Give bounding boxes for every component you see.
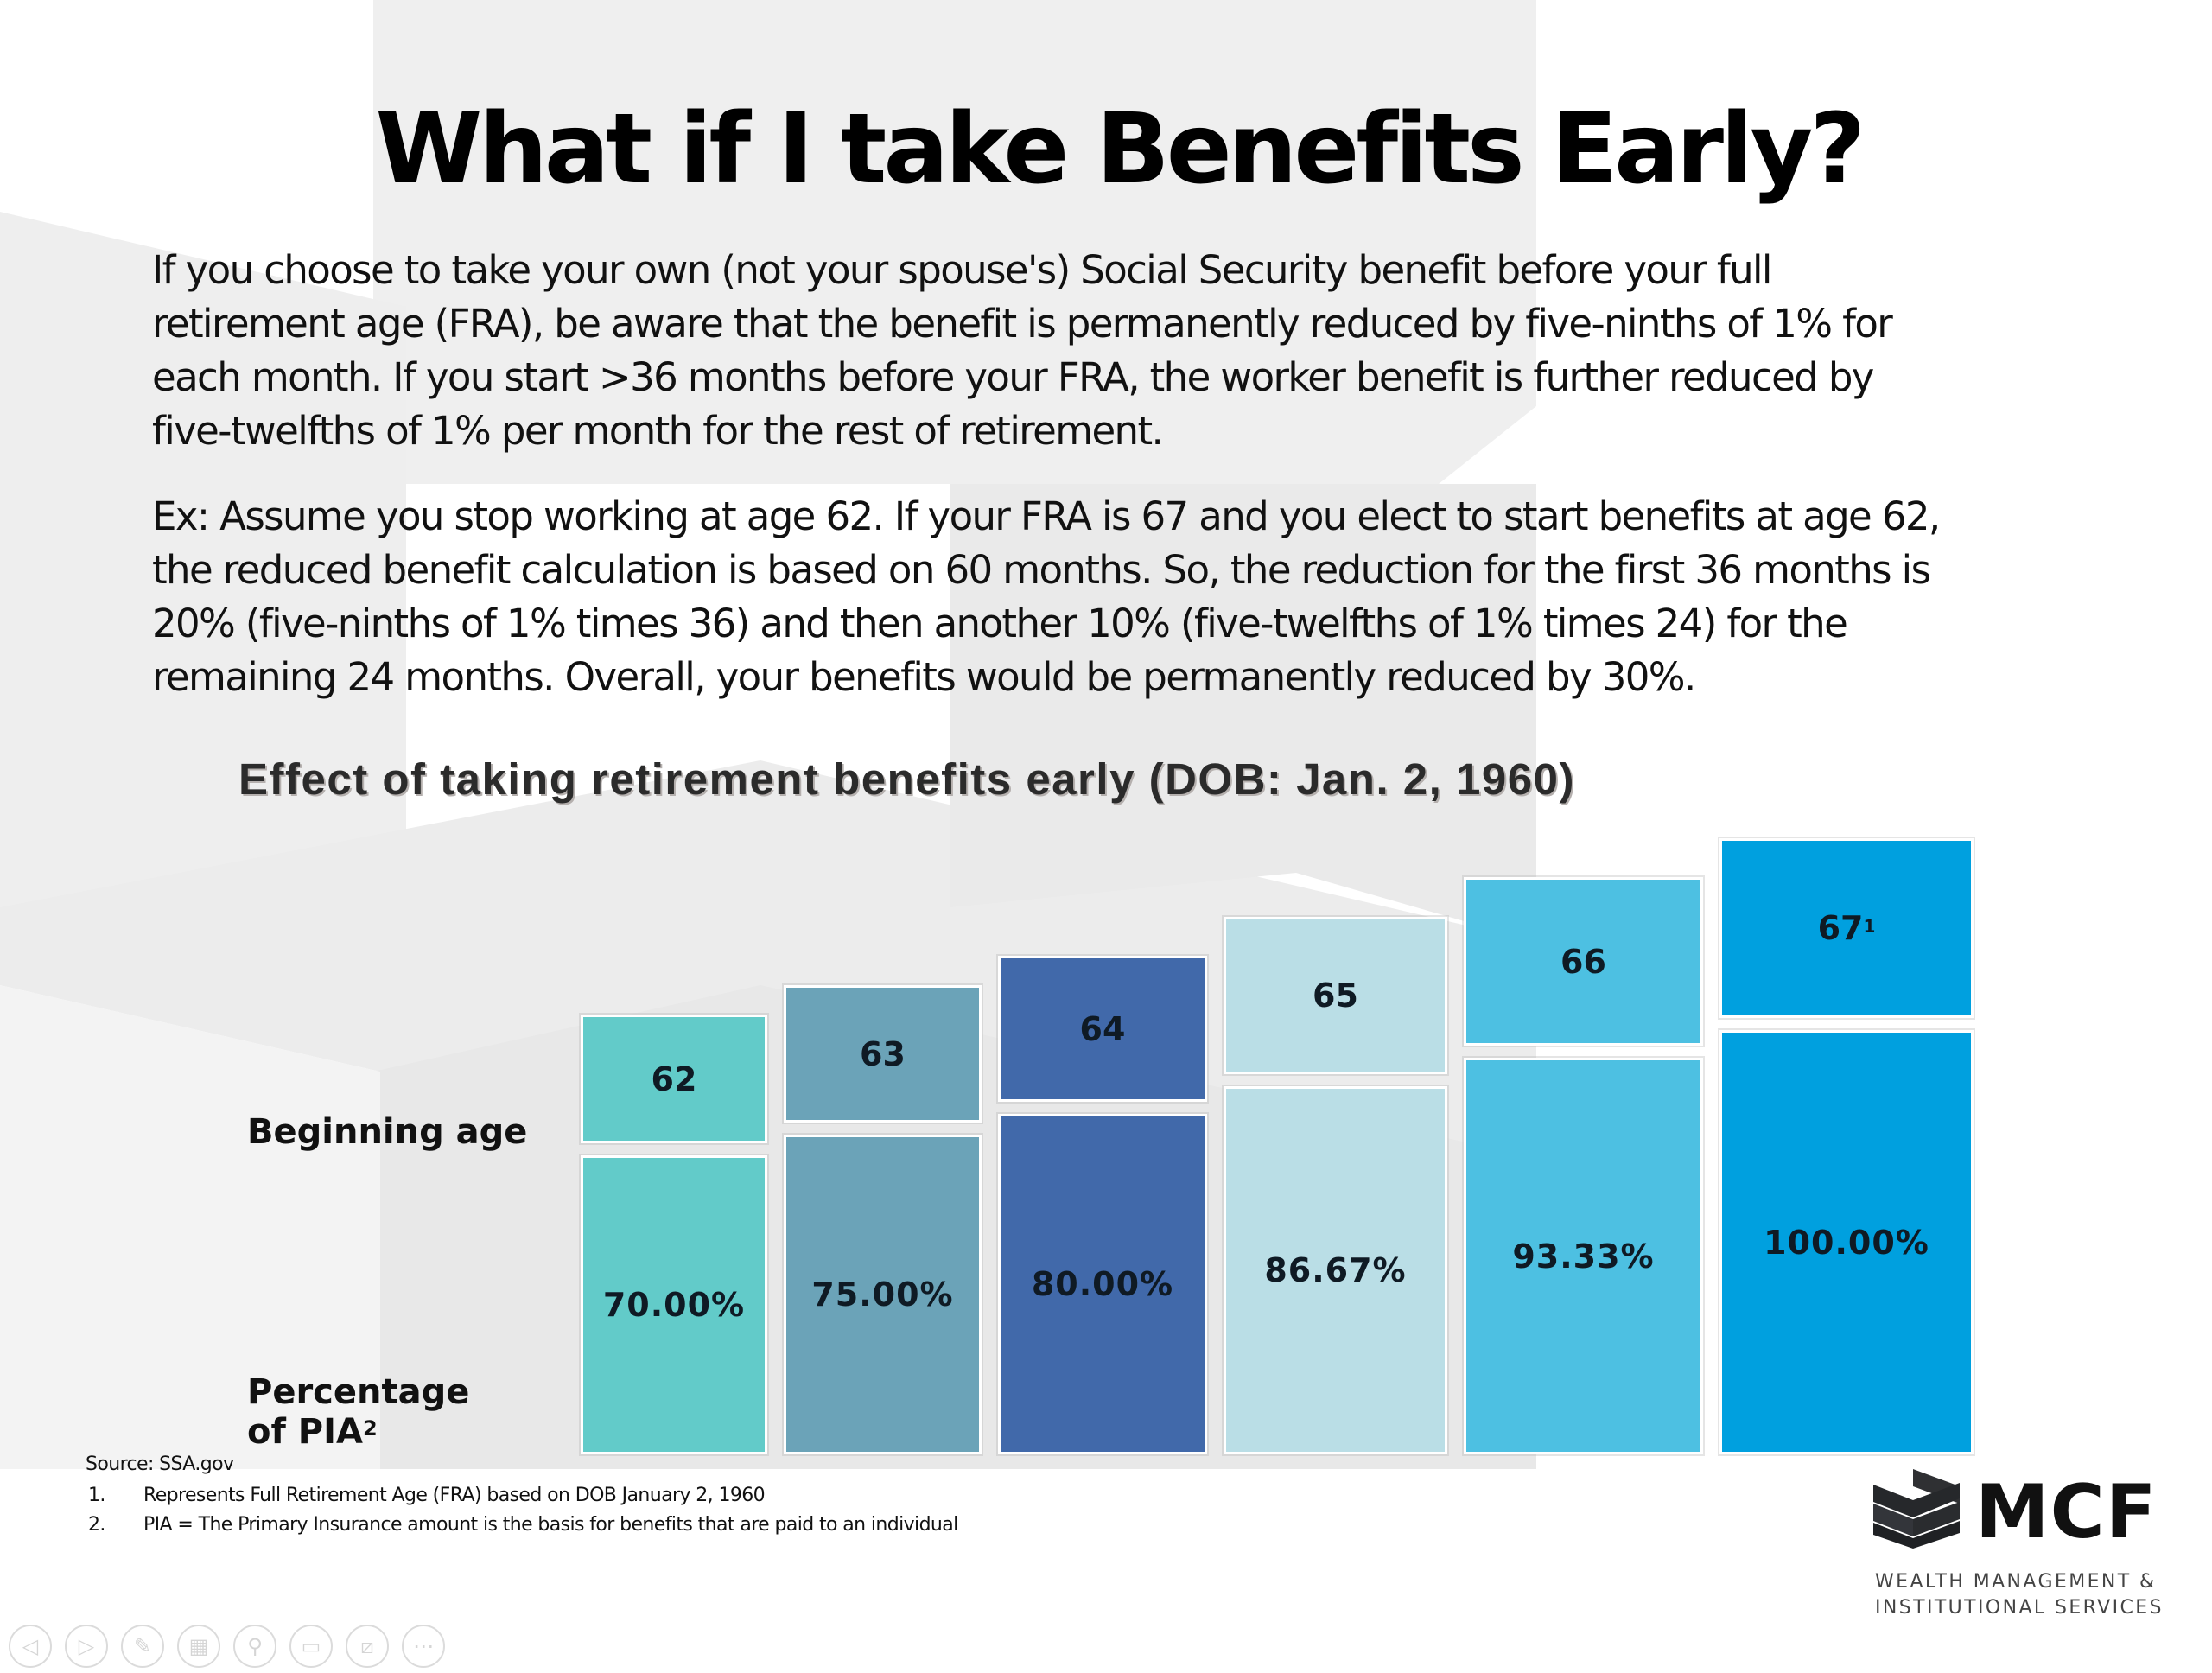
magnifier-icon: ⚲ <box>247 1634 263 1658</box>
paragraph-line: remaining 24 months. Overall, your benef… <box>152 654 1696 700</box>
pen-button[interactable]: ✎ <box>121 1625 164 1668</box>
footnote-mark: 2 <box>362 1416 378 1441</box>
category-label: 66 <box>1560 942 1606 981</box>
logo-mark-icon <box>1873 1469 1960 1549</box>
chart-title: Effect of taking retirement benefits ear… <box>238 754 1575 804</box>
bar-age-64: 64 <box>998 956 1207 1102</box>
subtitles-icon: ▭ <box>301 1634 321 1658</box>
category-label: 65 <box>1313 976 1358 1015</box>
bar-percentage-62: 70.00% <box>581 1155 767 1454</box>
data-label: 100.00% <box>1764 1223 1929 1262</box>
footnote-number: 1. <box>88 1485 105 1506</box>
logo-wordmark: MCF <box>1975 1469 2158 1555</box>
paragraph-line: retirement age (FRA), be aware that the … <box>152 301 1893 347</box>
paragraph-line: If you choose to take your own (not your… <box>152 247 1772 293</box>
logo-subtitle: INSTITUTIONAL SERVICES <box>1875 1597 2164 1619</box>
more-icon: ⋯ <box>413 1634 434 1658</box>
previous-slide-button[interactable]: ◁ <box>9 1625 52 1668</box>
category-label: 63 <box>860 1034 906 1073</box>
example-paragraph: Ex: Assume you stop working at age 62. I… <box>152 490 2139 704</box>
footnote-1: 1. Represents Full Retirement Age (FRA) b… <box>88 1485 766 1506</box>
data-label: 80.00% <box>1031 1265 1174 1303</box>
bar-age-62: 62 <box>581 1015 767 1143</box>
more-options-button[interactable]: ⋯ <box>402 1625 445 1668</box>
bar-percentage-67: 100.00% <box>1719 1030 1974 1454</box>
bar-percentage-63: 75.00% <box>784 1135 982 1454</box>
category-label: 62 <box>651 1059 697 1098</box>
footnote-number: 2. <box>88 1514 105 1536</box>
camera-off-icon: ⧄ <box>360 1634 374 1658</box>
bar-percentage-66: 93.33% <box>1464 1058 1703 1454</box>
row-label-beginning-age: Beginning age <box>247 1112 528 1152</box>
bar-age-65: 65 <box>1224 917 1447 1074</box>
bar-age-63: 63 <box>784 985 982 1123</box>
subtitles-button[interactable]: ▭ <box>289 1625 333 1668</box>
explanation-paragraph: If you choose to take your own (not your… <box>152 244 2139 458</box>
category-label: 67 <box>1817 909 1864 947</box>
paragraph-line: the reduced benefit calculation is based… <box>152 547 1931 593</box>
source-note: Source: SSA.gov <box>86 1454 234 1475</box>
paragraph-line: Ex: Assume you stop working at age 62. I… <box>152 493 1941 539</box>
zoom-button[interactable]: ⚲ <box>233 1625 276 1668</box>
bar-age-66: 66 <box>1464 877 1703 1046</box>
data-label: 93.33% <box>1512 1237 1655 1275</box>
bar-percentage-65: 86.67% <box>1224 1086 1447 1454</box>
row-label-percentage-of-pia: Percentage of PIA2 <box>247 1372 469 1452</box>
logo-subtitle: WEALTH MANAGEMENT & <box>1875 1571 2157 1593</box>
paragraph-line: 20% (five-ninths of 1% times 36) and the… <box>152 601 1848 646</box>
slide-title: What if I take Benefits Early? <box>375 93 1866 206</box>
category-label: 64 <box>1079 1009 1126 1048</box>
pen-icon: ✎ <box>133 1634 152 1658</box>
slideshow-toolbar: ◁ ▷ ✎ ▦ ⚲ ▭ ⧄ ⋯ <box>9 1625 445 1673</box>
data-label: 75.00% <box>811 1275 954 1314</box>
paragraph-line: each month. If you start >36 months befo… <box>152 354 1874 400</box>
footnote-text: Represents Full Retirement Age (FRA) bas… <box>143 1485 766 1506</box>
row-label-line: of PIA2 <box>247 1412 469 1452</box>
footnote-2: 2. PIA = The Primary Insurance amount is … <box>88 1514 958 1536</box>
see-all-slides-button[interactable]: ▦ <box>177 1625 220 1668</box>
paragraph-line: five-twelfths of 1% per month for the re… <box>152 408 1164 454</box>
bar-percentage-64: 80.00% <box>998 1114 1207 1454</box>
footnote-mark: 1 <box>1863 916 1876 937</box>
next-icon: ▷ <box>78 1634 95 1658</box>
row-label-line: Percentage <box>247 1372 470 1412</box>
row-label-text: of PIA <box>247 1412 363 1452</box>
footnote-text: PIA = The Primary Insurance amount is th… <box>143 1514 958 1536</box>
slides-grid-icon: ▦ <box>188 1634 209 1658</box>
data-label: 70.00% <box>602 1286 746 1324</box>
camera-button[interactable]: ⧄ <box>346 1625 389 1668</box>
previous-icon: ◁ <box>22 1634 39 1658</box>
bar-age-67: 67 1 <box>1719 838 1974 1018</box>
next-slide-button[interactable]: ▷ <box>65 1625 108 1668</box>
data-label: 86.67% <box>1264 1251 1407 1289</box>
company-logo: MCF WEALTH MANAGEMENT & INSTITUTIONAL SE… <box>1873 1469 2167 1625</box>
